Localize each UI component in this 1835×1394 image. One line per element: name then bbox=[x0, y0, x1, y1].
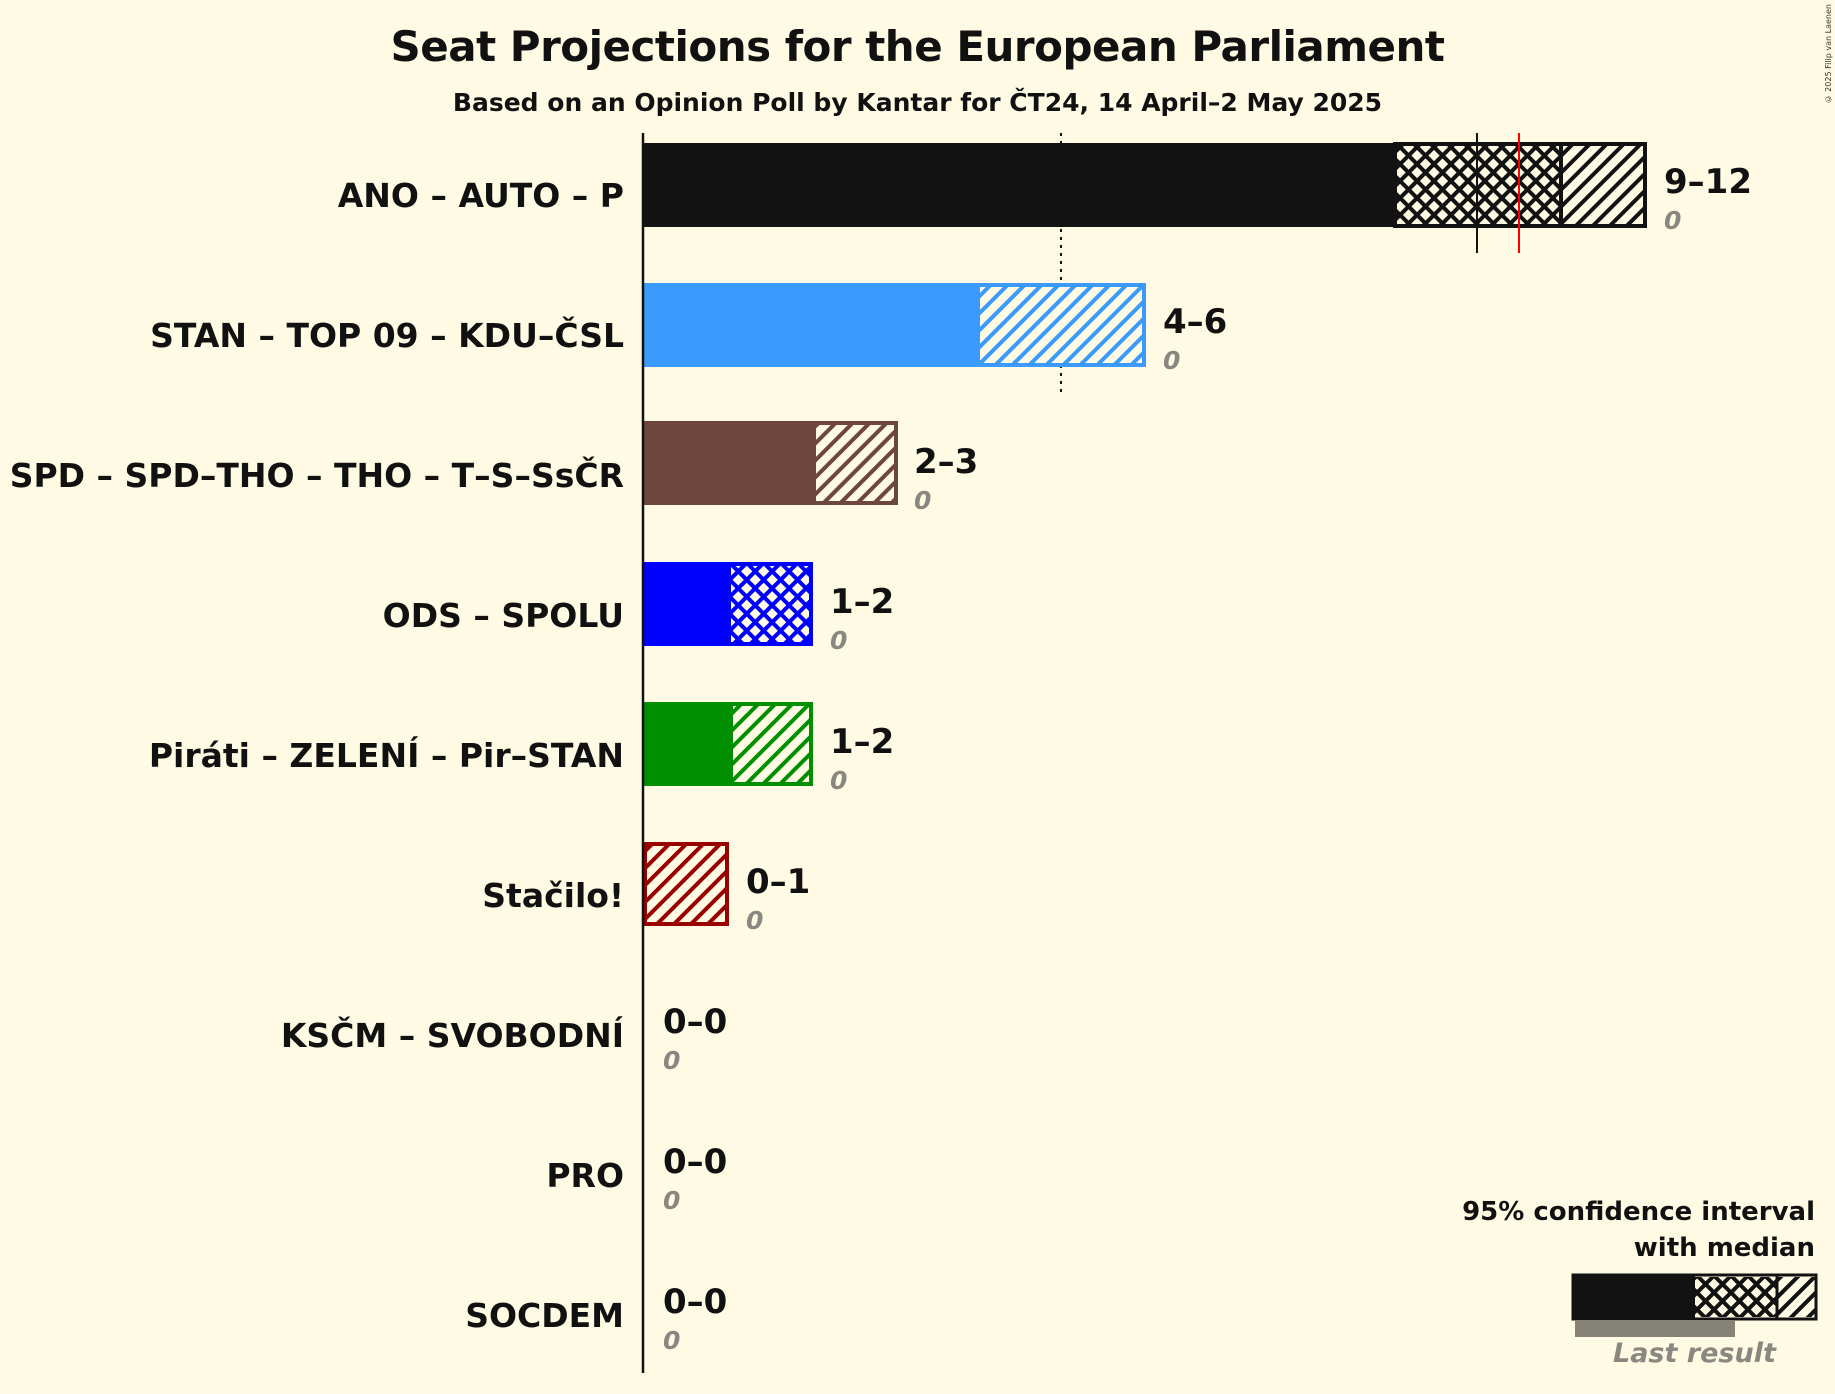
party-label-spd: SPD – SPD–THO – THO – T–S–SsČR bbox=[9, 456, 624, 495]
party-label-stacilo: Stačilo! bbox=[482, 876, 624, 915]
last-result-ods: 0 bbox=[830, 626, 848, 655]
bar-spd bbox=[643, 421, 898, 505]
party-label-pirati: Piráti – ZELENÍ – Pir–STAN bbox=[148, 736, 624, 775]
legend-last-result-label: Last result bbox=[1613, 1338, 1776, 1369]
bar-stan bbox=[643, 283, 1146, 367]
range-label-ano: 9–12 bbox=[1664, 162, 1752, 202]
bar-ano bbox=[643, 133, 1647, 253]
last-result-ano: 0 bbox=[1664, 206, 1682, 235]
party-label-pro: PRO bbox=[546, 1156, 624, 1195]
bar-ods bbox=[643, 562, 813, 646]
range-label-stacilo: 0–1 bbox=[746, 862, 811, 902]
party-label-ano: ANO – AUTO – P bbox=[337, 176, 624, 215]
last-result-stan: 0 bbox=[1163, 346, 1181, 375]
legend-title-line1: 95% confidence interval bbox=[1462, 1197, 1815, 1227]
legend-last-result-swatch bbox=[1575, 1320, 1735, 1337]
last-result-kscm: 0 bbox=[663, 1046, 681, 1075]
chart-title: Seat Projections for the European Parlia… bbox=[390, 22, 1445, 71]
party-label-socdem: SOCDEM bbox=[465, 1296, 624, 1335]
last-result-socdem: 0 bbox=[663, 1326, 681, 1355]
range-label-socdem: 0–0 bbox=[663, 1282, 728, 1322]
party-label-ods: ODS – SPOLU bbox=[382, 596, 624, 635]
legend-title-line2: with median bbox=[1633, 1233, 1815, 1263]
last-result-pro: 0 bbox=[663, 1186, 681, 1215]
bar-stacilo bbox=[643, 842, 729, 926]
last-result-spd: 0 bbox=[914, 486, 932, 515]
chart-subtitle: Based on an Opinion Poll by Kantar for Č… bbox=[452, 88, 1383, 117]
range-label-stan: 4–6 bbox=[1163, 302, 1228, 342]
last-result-pirati: 0 bbox=[830, 766, 848, 795]
range-label-pirati: 1–2 bbox=[830, 722, 895, 762]
bar-pirati bbox=[643, 702, 813, 786]
range-label-pro: 0–0 bbox=[663, 1142, 728, 1182]
last-result-stacilo: 0 bbox=[746, 906, 764, 935]
party-label-stan: STAN – TOP 09 – KDU–ČSL bbox=[150, 316, 624, 355]
legend-swatch bbox=[1571, 1273, 1818, 1337]
range-label-kscm: 0–0 bbox=[663, 1002, 728, 1042]
range-label-ods: 1–2 bbox=[830, 582, 895, 622]
party-label-kscm: KSČM – SVOBODNÍ bbox=[280, 1016, 624, 1055]
range-label-spd: 2–3 bbox=[914, 442, 979, 482]
legend-title: 95% confidence interval with median bbox=[1462, 1194, 1815, 1266]
